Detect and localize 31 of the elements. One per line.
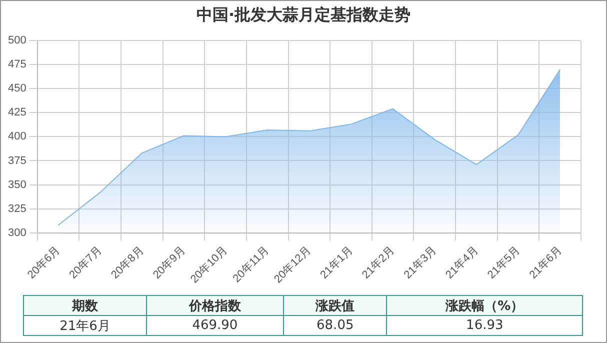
x-tick-label: 20年11月 — [230, 244, 272, 286]
y-tick-label: 325 — [8, 202, 26, 215]
text: 涨跌值 — [283, 296, 387, 316]
y-tick-label: 300 — [8, 226, 26, 239]
x-tick-label: 20年12月 — [272, 244, 314, 286]
text: 16.93 — [386, 316, 582, 336]
x-tick-label: 21年3月 — [402, 244, 439, 282]
text: 469.90 — [146, 316, 284, 336]
y-tick-label: 475 — [8, 58, 26, 71]
x-tick-label: 21年6月 — [527, 244, 564, 282]
x-tick-label: 20年8月 — [109, 244, 146, 282]
y-tick-label: 425 — [8, 106, 26, 119]
x-tick-label: 21年1月 — [318, 244, 356, 282]
text: 涨跌幅（%） — [386, 296, 582, 316]
x-tick-label: 21年4月 — [444, 244, 481, 282]
text: 21年6月 — [24, 316, 146, 336]
y-tick-label: 350 — [8, 178, 26, 191]
x-tick-label: 20年10月 — [188, 244, 230, 286]
y-tick-label: 450 — [8, 82, 26, 95]
x-tick-label: 21年5月 — [486, 244, 523, 282]
x-tick-label: 20年7月 — [67, 244, 104, 282]
text: 期数 — [24, 296, 146, 316]
y-tick-label: 400 — [8, 130, 26, 143]
text: 68.05 — [283, 316, 387, 336]
x-tick-label: 20年9月 — [150, 244, 188, 282]
chart-title: 中国·批发大蒜月定基指数走势 — [195, 5, 412, 26]
y-tick-label: 375 — [8, 154, 26, 167]
y-tick-label: 500 — [8, 34, 26, 47]
x-tick-label: 20年6月 — [26, 244, 63, 282]
text: 价格指数 — [146, 296, 284, 316]
x-tick-label: 21年2月 — [360, 244, 398, 282]
